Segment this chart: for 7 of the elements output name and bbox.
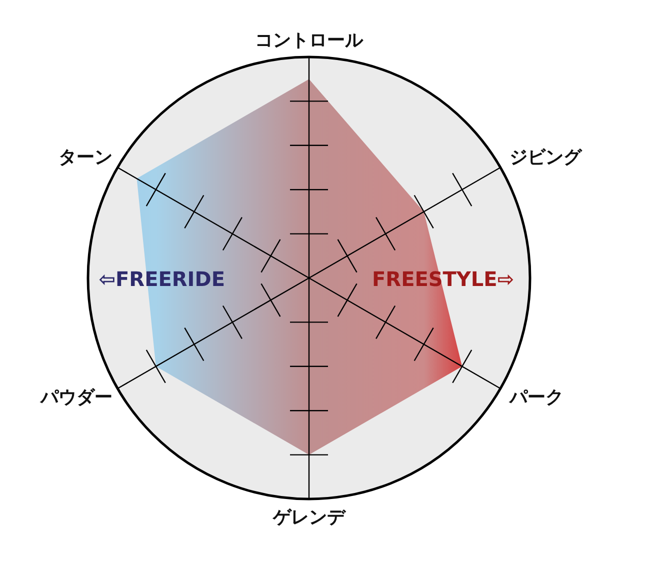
spoke-label: コントロール: [255, 30, 364, 50]
text: ⇦FREERIDE: [98, 267, 225, 291]
spoke-label: パウダー: [40, 386, 113, 408]
spoke-label: ジビング: [509, 146, 582, 168]
spoke-label: ターン: [58, 146, 113, 168]
spoke-label: ゲレンデ: [272, 506, 347, 528]
spoke-label: パーク: [508, 386, 564, 408]
